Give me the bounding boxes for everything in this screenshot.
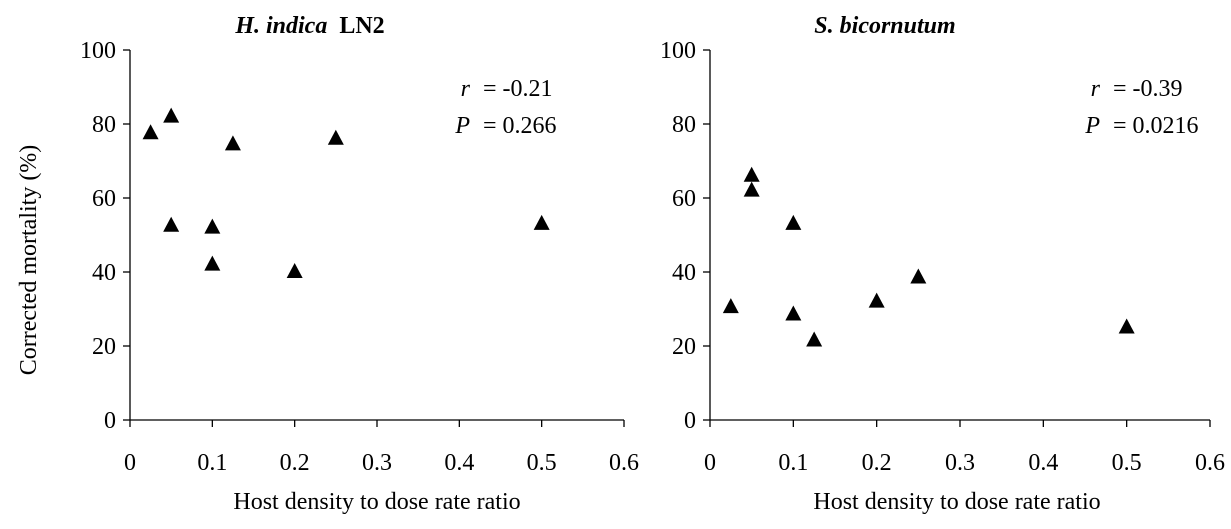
- data-point-triangle: [722, 298, 739, 314]
- chart-panel-2: 0 20 40 60 80 100 0 0.1 0.2 0.3 0.4 0.5 0.6 Host dens…: [660, 13, 1225, 515]
- x-axis-title: Host density to dose rate ratio: [813, 489, 1100, 515]
- data-point-triangle: [868, 292, 885, 308]
- y-tick-label: 0: [684, 408, 696, 434]
- data-point-triangle: [163, 216, 180, 232]
- x-tick-label: 0.4: [444, 450, 474, 476]
- panel-title-strain: LN2: [327, 13, 384, 39]
- data-point-triangle: [1118, 318, 1135, 334]
- y-axis-title: Corrected mortality (%): [16, 145, 42, 376]
- x-tick-label: 0.3: [945, 450, 975, 476]
- r-label: r: [461, 76, 471, 102]
- y-tick-label: 20: [672, 334, 696, 360]
- data-point-triangle: [224, 135, 241, 151]
- x-tick-label: 0.1: [197, 450, 227, 476]
- data-point-triangle: [785, 305, 802, 321]
- data-point-triangle: [142, 124, 159, 140]
- y-tick-label: 20: [92, 334, 116, 360]
- data-point-triangle: [204, 255, 221, 271]
- p-label: P: [1084, 113, 1100, 139]
- panel-title: S. bicornutum: [814, 13, 955, 39]
- data-point-triangle: [806, 331, 823, 347]
- x-tick-label: 0.2: [862, 450, 892, 476]
- y-tick-label: 40: [92, 260, 116, 286]
- data-point-triangle: [785, 214, 802, 230]
- y-tick-label: 80: [672, 112, 696, 138]
- y-tick-label: 0: [104, 408, 116, 434]
- r-label: r: [1091, 76, 1101, 102]
- chart-panel-1: 0 20 40 60 80 100 0 0.1 0.2 0.3 0.4 0.5 0.6 Host dens…: [16, 13, 639, 515]
- data-point-triangle: [743, 181, 760, 197]
- p-value: = 0.0216: [1113, 113, 1199, 139]
- p-value: = 0.266: [483, 113, 557, 139]
- data-point-triangle: [327, 129, 344, 145]
- panel-title: H. indica LN2: [234, 13, 384, 39]
- panel-title-species: H. indica: [234, 13, 327, 39]
- data-point-triangle: [743, 166, 760, 182]
- y-tick-label: 60: [92, 186, 116, 212]
- x-tick-label: 0: [124, 450, 136, 476]
- data-point-triangle: [204, 218, 221, 234]
- x-tick-label: 0.5: [1112, 450, 1142, 476]
- x-tick-label: 0.2: [280, 450, 310, 476]
- x-tick-label: 0.1: [778, 450, 808, 476]
- r-value: = -0.21: [483, 76, 553, 102]
- y-tick-label: 40: [672, 260, 696, 286]
- y-tick-label: 100: [80, 38, 116, 64]
- y-tick-label: 100: [660, 38, 696, 64]
- y-tick-label: 80: [92, 112, 116, 138]
- x-tick-label: 0.4: [1028, 450, 1058, 476]
- x-axis-title: Host density to dose rate ratio: [233, 489, 520, 515]
- data-point-triangle: [286, 263, 303, 278]
- x-tick-label: 0.3: [362, 450, 392, 476]
- data-point-triangle: [910, 268, 927, 284]
- x-tick-label: 0.5: [527, 450, 557, 476]
- p-label: P: [454, 113, 470, 139]
- r-value: = -0.39: [1113, 76, 1183, 102]
- x-tick-label: 0: [704, 450, 716, 476]
- x-tick-label: 0.6: [1195, 450, 1225, 476]
- panel-title-species: S. bicornutum: [814, 13, 955, 39]
- data-point-triangle: [533, 214, 550, 230]
- data-point-triangle: [163, 107, 180, 123]
- y-tick-label: 60: [672, 186, 696, 212]
- x-tick-label: 0.6: [609, 450, 639, 476]
